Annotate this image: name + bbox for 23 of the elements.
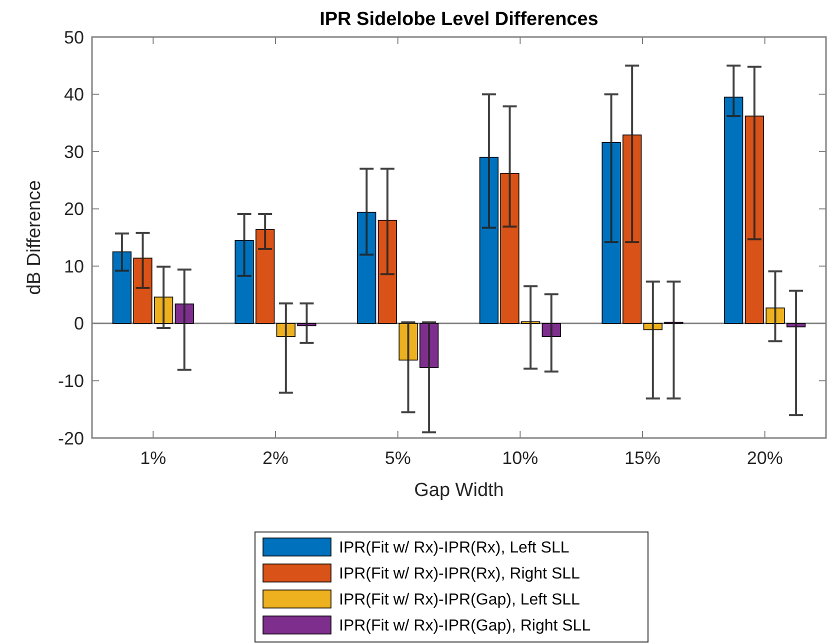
y-tick-label: -20 (58, 428, 84, 448)
x-tick-label: 2% (262, 448, 289, 468)
y-tick-label: 30 (64, 142, 84, 162)
y-tick-label: 40 (64, 84, 84, 105)
legend-label: IPR(Fit w/ Rx)-IPR(Rx), Right SLL (339, 566, 580, 583)
x-tick-label: 20% (746, 448, 783, 468)
y-tick-label: 50 (64, 27, 84, 48)
y-tick-label: 10 (64, 256, 84, 276)
bar (357, 212, 376, 324)
legend-label: IPR(Fit w/ Rx)-IPR(Gap), Right SLL (339, 618, 591, 635)
x-tick-label: 5% (384, 448, 411, 468)
x-axis-title: Gap Width (414, 480, 504, 501)
x-tick-label: 1% (140, 448, 166, 468)
y-axis-title: dB Difference (24, 180, 45, 295)
legend-label: IPR(Fit w/ Rx)-IPR(Gap), Left SLL (339, 592, 580, 609)
y-tick-label: -10 (58, 371, 84, 392)
legend-label: IPR(Fit w/ Rx)-IPR(Rx), Left SLL (339, 540, 570, 557)
chart-title: IPR Sidelobe Level Differences (320, 9, 598, 30)
bar (724, 96, 744, 324)
y-tick-label: 0 (74, 314, 84, 334)
y-tick-label: 20 (64, 199, 84, 220)
x-tick-label: 15% (624, 448, 661, 468)
x-tick-label: 10% (502, 448, 538, 468)
